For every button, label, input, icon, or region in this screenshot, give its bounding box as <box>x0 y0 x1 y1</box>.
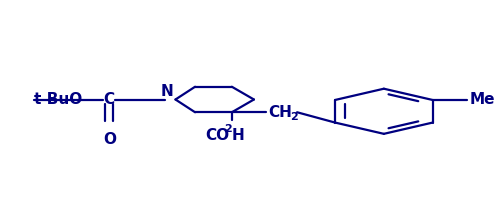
Text: O: O <box>103 132 116 147</box>
Text: t-BuO: t-BuO <box>33 92 83 107</box>
Text: N: N <box>160 84 173 99</box>
Text: 2: 2 <box>290 112 298 122</box>
Text: 2: 2 <box>224 124 232 134</box>
Text: C: C <box>104 92 115 107</box>
Text: H: H <box>232 128 244 143</box>
Text: CH: CH <box>269 105 293 120</box>
Text: Me: Me <box>469 93 495 107</box>
Text: CO: CO <box>205 128 229 143</box>
